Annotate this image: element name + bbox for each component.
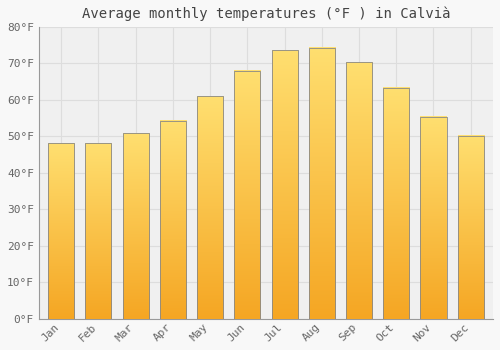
Title: Average monthly temperatures (°F ) in Calvià: Average monthly temperatures (°F ) in Ca…: [82, 7, 450, 21]
Bar: [458, 135, 483, 319]
Bar: [234, 71, 260, 319]
Bar: [308, 48, 335, 319]
Bar: [197, 96, 223, 319]
Bar: [420, 117, 446, 319]
Bar: [272, 50, 297, 319]
Bar: [346, 62, 372, 319]
Bar: [48, 143, 74, 319]
Bar: [86, 143, 112, 319]
Bar: [383, 88, 409, 319]
Bar: [160, 121, 186, 319]
Bar: [122, 133, 148, 319]
